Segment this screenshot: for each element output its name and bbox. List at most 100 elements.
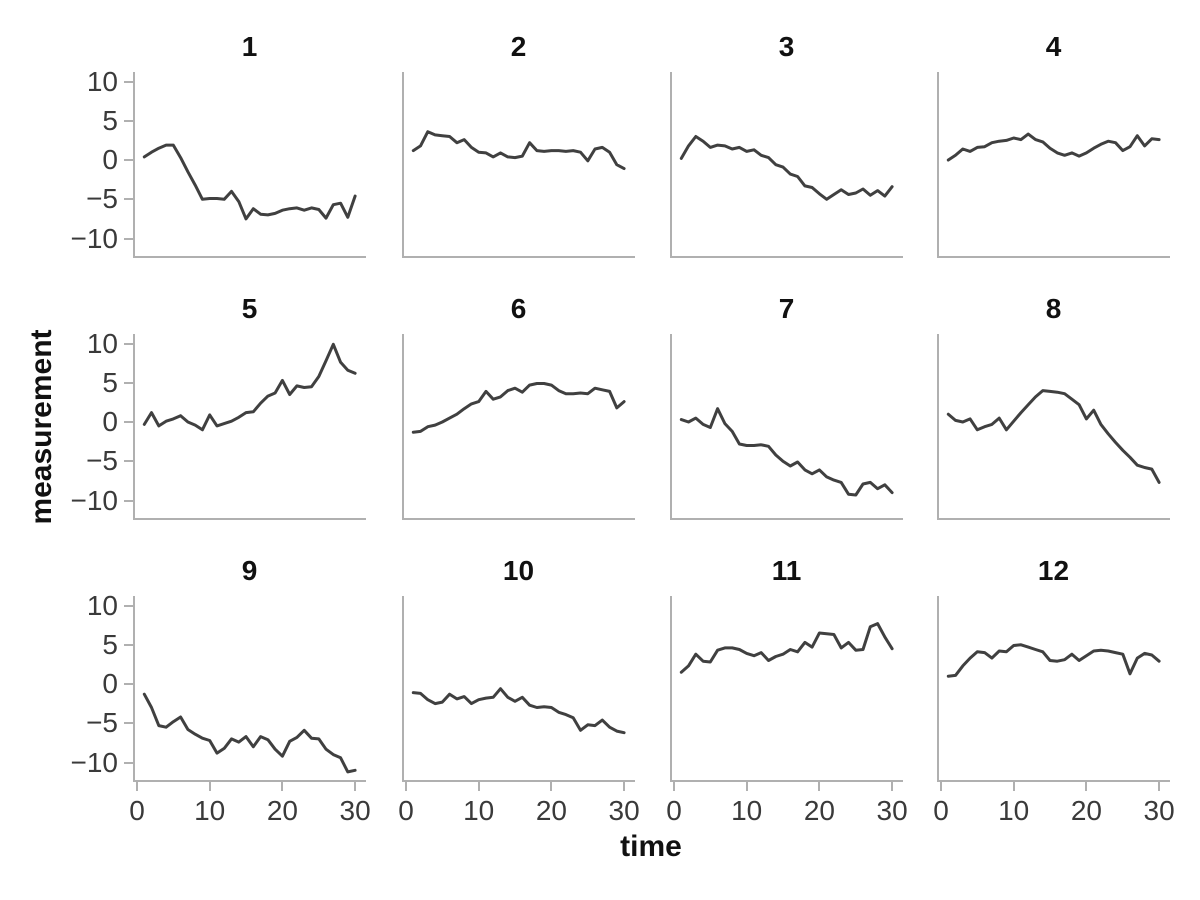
- x-tick-mark: [673, 782, 675, 791]
- series-line-panel-9: [142, 692, 357, 774]
- panel-title-6: 6: [510, 293, 527, 324]
- y-tick-label-row2-10: 10: [86, 327, 118, 359]
- panel-title-5: 5: [241, 293, 258, 324]
- x-tick-mark: [623, 782, 626, 791]
- x-tick-mark: [745, 782, 748, 791]
- x-tick-mark: [477, 782, 480, 791]
- y-tick-label-row3-−5: −5: [86, 707, 118, 739]
- y-tick-label-row1-−10: −10: [70, 222, 119, 254]
- x-tick-label-col3-20: 20: [803, 795, 835, 826]
- y-tick-mark: [124, 198, 133, 201]
- facet-panel-12: [937, 596, 1170, 782]
- y-tick-label-row1-10: 10: [86, 65, 118, 97]
- y-tick-label-row2-0: 0: [102, 406, 118, 437]
- x-tick-mark: [940, 782, 942, 791]
- x-axis-label: time: [620, 830, 682, 863]
- y-tick-mark: [124, 421, 133, 423]
- y-tick-mark: [124, 159, 133, 161]
- y-tick-mark: [124, 460, 133, 463]
- x-tick-label-col1-10: 10: [194, 795, 226, 826]
- x-tick-label-col3-10: 10: [731, 795, 763, 826]
- series-line-panel-4: [946, 132, 1161, 162]
- y-tick-mark: [124, 683, 133, 685]
- x-tick-label-col4-0: 0: [933, 795, 949, 826]
- series-line-panel-6: [411, 382, 626, 434]
- panel-title-4: 4: [1045, 31, 1062, 62]
- x-tick-mark: [208, 782, 211, 791]
- y-tick-mark: [124, 643, 133, 646]
- y-tick-label-row3-10: 10: [86, 589, 118, 621]
- panel-title-11: 11: [771, 555, 802, 586]
- panel-title-9: 9: [241, 555, 258, 586]
- y-tick-label-row3-5: 5: [102, 628, 118, 660]
- panel-title-1: 1: [241, 31, 258, 62]
- y-tick-label-row2-−5: −5: [86, 445, 118, 477]
- y-tick-label-row2-5: 5: [102, 366, 118, 398]
- x-tick-mark: [818, 782, 821, 791]
- y-tick-label-row3-0: 0: [102, 668, 118, 699]
- x-tick-label-col1-30: 30: [339, 795, 371, 826]
- facet-panel-11: [670, 596, 903, 782]
- series-line-panel-1: [142, 143, 357, 221]
- x-tick-label-col4-30: 30: [1143, 795, 1175, 826]
- facet-panel-8: [937, 334, 1170, 520]
- x-tick-mark: [1158, 782, 1161, 791]
- y-tick-label-row2-−10: −10: [70, 484, 119, 516]
- y-tick-mark: [124, 342, 133, 345]
- panel-title-2: 2: [510, 31, 527, 62]
- x-tick-label-col2-10: 10: [463, 795, 495, 826]
- series-line-panel-5: [142, 342, 357, 432]
- x-tick-label-col3-30: 30: [876, 795, 908, 826]
- y-tick-mark: [124, 237, 133, 240]
- y-tick-label-row1-5: 5: [102, 104, 118, 136]
- panel-title-12: 12: [1037, 555, 1070, 586]
- series-line-panel-2: [411, 130, 626, 171]
- series-line-panel-11: [679, 622, 894, 674]
- panel-title-10: 10: [502, 555, 535, 586]
- y-tick-label-row1-0: 0: [102, 144, 118, 175]
- x-tick-mark: [354, 782, 357, 791]
- panel-title-3: 3: [778, 31, 795, 62]
- y-tick-mark: [124, 761, 133, 764]
- x-tick-label-col1-0: 0: [129, 795, 145, 826]
- panel-title-7: 7: [778, 293, 795, 324]
- x-tick-mark: [1085, 782, 1088, 791]
- series-line-panel-10: [411, 687, 626, 735]
- facet-panel-5: [133, 334, 366, 520]
- x-tick-label-col3-0: 0: [666, 795, 682, 826]
- y-tick-mark: [124, 722, 133, 725]
- x-tick-mark: [281, 782, 284, 791]
- y-tick-mark: [124, 119, 133, 122]
- series-line-panel-8: [946, 389, 1161, 484]
- x-tick-label-col4-20: 20: [1070, 795, 1102, 826]
- x-tick-mark: [136, 782, 138, 791]
- x-tick-mark: [550, 782, 553, 791]
- y-tick-mark: [124, 604, 133, 607]
- facet-panel-3: [670, 72, 903, 258]
- y-tick-mark: [124, 499, 133, 502]
- facet-panel-1: [133, 72, 366, 258]
- series-line-panel-12: [946, 643, 1161, 678]
- y-tick-label-row1-−5: −5: [86, 183, 118, 215]
- x-tick-label-col2-20: 20: [535, 795, 567, 826]
- x-tick-mark: [1012, 782, 1015, 791]
- facet-panel-6: [402, 334, 635, 520]
- y-tick-mark: [124, 381, 133, 384]
- facet-panel-4: [937, 72, 1170, 258]
- x-tick-mark: [891, 782, 894, 791]
- facet-panel-9: [133, 596, 366, 782]
- x-tick-label-col1-20: 20: [266, 795, 298, 826]
- y-axis-label: measurement: [25, 329, 58, 525]
- y-tick-label-row3-−10: −10: [70, 746, 119, 778]
- y-tick-mark: [124, 80, 133, 83]
- x-tick-mark: [405, 782, 407, 791]
- x-tick-label-col4-10: 10: [998, 795, 1030, 826]
- x-tick-label-col2-0: 0: [398, 795, 414, 826]
- series-line-panel-7: [679, 407, 894, 497]
- panel-title-8: 8: [1045, 293, 1062, 324]
- series-line-panel-3: [679, 135, 894, 201]
- facet-panel-7: [670, 334, 903, 520]
- facet-panel-10: [402, 596, 635, 782]
- x-tick-label-col2-30: 30: [608, 795, 640, 826]
